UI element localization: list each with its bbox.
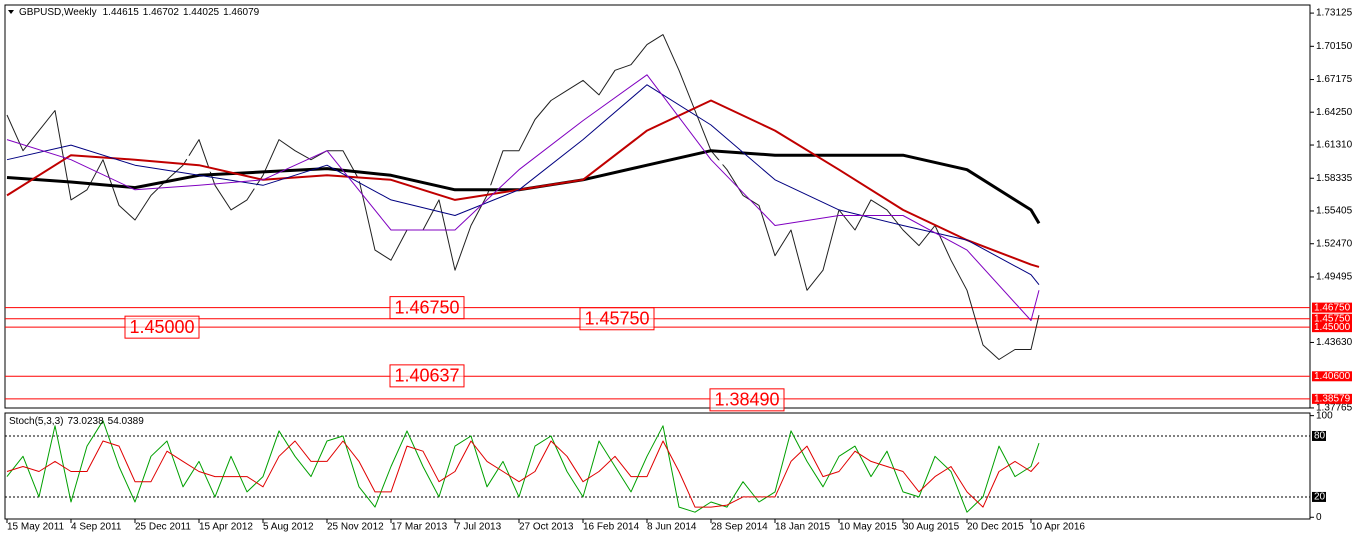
x-tick-label: 8 Jun 2014 [647,522,697,533]
level-label-box [1312,430,1326,441]
x-tick-label: 15 May 2011 [7,522,65,533]
x-tick-label: 27 Oct 2013 [519,522,574,533]
x-tick-label: 10 Apr 2016 [1031,522,1085,533]
d-reading: 54.0389 [108,416,145,427]
indicator-header: Stoch(5,3,3) 73.0238 54.0389 [9,416,144,427]
y-tick-label: 1.49495 [1316,272,1353,283]
annotation: 1.45000 [129,317,194,337]
series-line [6,74,1040,321]
chart-title: GBPUSD,Weekly [19,7,97,18]
level-label: 20 [1314,492,1326,503]
series-line [6,420,1040,513]
y-tick-label: 100 [1316,410,1333,421]
y-tick-label: 0 [1316,512,1322,523]
annotation-box [124,315,200,339]
x-tick-label: 30 Aug 2015 [903,522,960,533]
x-tick-label: 18 Jan 2015 [775,522,830,533]
y-tick-label: 1.58335 [1316,173,1353,184]
x-tick-label: 4 Sep 2011 [71,522,122,533]
x-tick-label: 15 Apr 2012 [199,522,253,533]
high: 1.46702 [143,7,180,18]
close: 1.46079 [223,7,260,18]
x-tick-label: 16 Feb 2014 [583,522,640,533]
x-tick-label: 7 Jul 2013 [455,522,502,533]
x-tick-label: 10 May 2015 [839,522,897,533]
indicator-title: Stoch(5,3,3) [9,416,63,427]
chart-header: GBPUSD,Weekly 1.44615 1.46702 1.44025 1.4607… [19,7,260,18]
level-label: 1.46750 [1314,302,1351,313]
open: 1.44615 [103,7,140,18]
y-tick-label: 1.43630 [1316,337,1353,348]
y-tick-label: 1.67175 [1316,74,1353,85]
plot-area [4,4,1311,409]
y-tick-label: 1.52470 [1316,238,1353,249]
annotation: 1.38490 [714,390,779,410]
level-label-box [1312,302,1352,313]
level-label-box [1312,371,1352,382]
x-tick-label: 20 Dec 2015 [967,522,1024,533]
annotation-box [389,296,465,320]
y-tick-label: 1.37765 [1316,403,1353,414]
level-label-box [1312,491,1326,502]
series-line [6,84,1040,286]
annotation-box [709,388,785,412]
level-label: 1.45750 [1314,313,1351,324]
series-line [6,99,1040,268]
y-tick-label: 1.55405 [1316,206,1353,217]
x-tick-label: 17 Mar 2013 [391,522,448,533]
x-tick-label: 5 Aug 2012 [263,522,314,533]
y-tick-label: 1.61310 [1316,140,1353,151]
annotation: 1.45750 [584,309,649,329]
level-label: 1.45000 [1314,322,1351,333]
level-label: 1.38579 [1314,393,1351,404]
annotation-box [389,364,465,388]
y-tick-label: 1.70150 [1316,41,1353,52]
annotation: 1.46750 [394,297,459,317]
low: 1.44025 [183,7,220,18]
level-label-box [1312,322,1352,333]
annotation-box [579,307,655,331]
series-line [6,52,1040,196]
level-label-box [1312,313,1352,324]
x-tick-label: 25 Nov 2012 [327,522,384,533]
level-label: 1.40600 [1314,371,1351,382]
x-tick-label: 28 Sep 2014 [711,522,768,533]
level-label: 80 [1314,431,1326,442]
y-tick-label: 1.73125 [1316,8,1353,19]
level-label-box [1312,393,1352,404]
k-reading: 73.0238 [67,416,104,427]
plot-area [4,412,1311,520]
series-line [6,34,1040,360]
series-line [6,440,1040,508]
menu-arrow[interactable] [8,10,14,14]
y-tick-label: 1.64250 [1316,107,1353,118]
x-tick-label: 25 Dec 2011 [135,522,191,533]
annotation: 1.40637 [394,366,459,386]
